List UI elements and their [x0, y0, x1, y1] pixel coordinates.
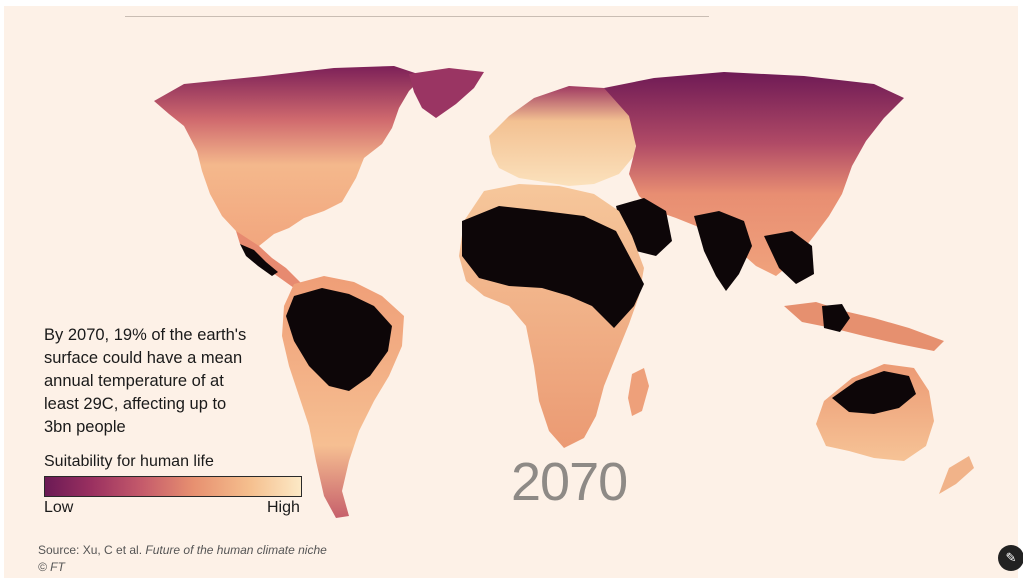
source-line: Source: Xu, C et al. Future of the human…	[38, 543, 327, 557]
europe-region	[489, 86, 639, 186]
madagascar-region	[628, 368, 649, 416]
india-hot	[694, 211, 752, 291]
indonesia-hot	[822, 304, 850, 332]
source-title: Future of the human climate niche	[145, 543, 327, 557]
map-caption: By 2070, 19% of the earth's surface coul…	[44, 326, 247, 436]
legend-low-label: Low	[44, 499, 74, 516]
year-label: 2070	[511, 452, 628, 512]
africa-hot	[462, 206, 644, 328]
indonesia-region	[784, 302, 944, 351]
north-america-region	[154, 66, 424, 246]
new-zealand-region	[939, 456, 974, 494]
world-map	[154, 66, 974, 518]
central-america-hot	[240, 244, 278, 276]
source-prefix: Source: Xu, C et al.	[38, 543, 146, 557]
top-divider	[125, 16, 709, 17]
australia-hot	[832, 371, 916, 414]
southeast-asia-hot	[764, 231, 814, 284]
south-america-hot	[286, 288, 392, 391]
map-figure: By 2070, 19% of the earth's surface coul…	[4, 6, 1018, 578]
legend-high-label: High	[267, 499, 300, 516]
copyright: © FT	[38, 560, 65, 574]
central-america-region	[236, 231, 304, 288]
chat-icon[interactable]: ✎	[998, 545, 1023, 571]
greenland-region	[409, 68, 484, 118]
legend-title: Suitability for human life	[44, 453, 214, 470]
legend-color-scale	[44, 476, 302, 497]
asia-region	[604, 72, 904, 276]
